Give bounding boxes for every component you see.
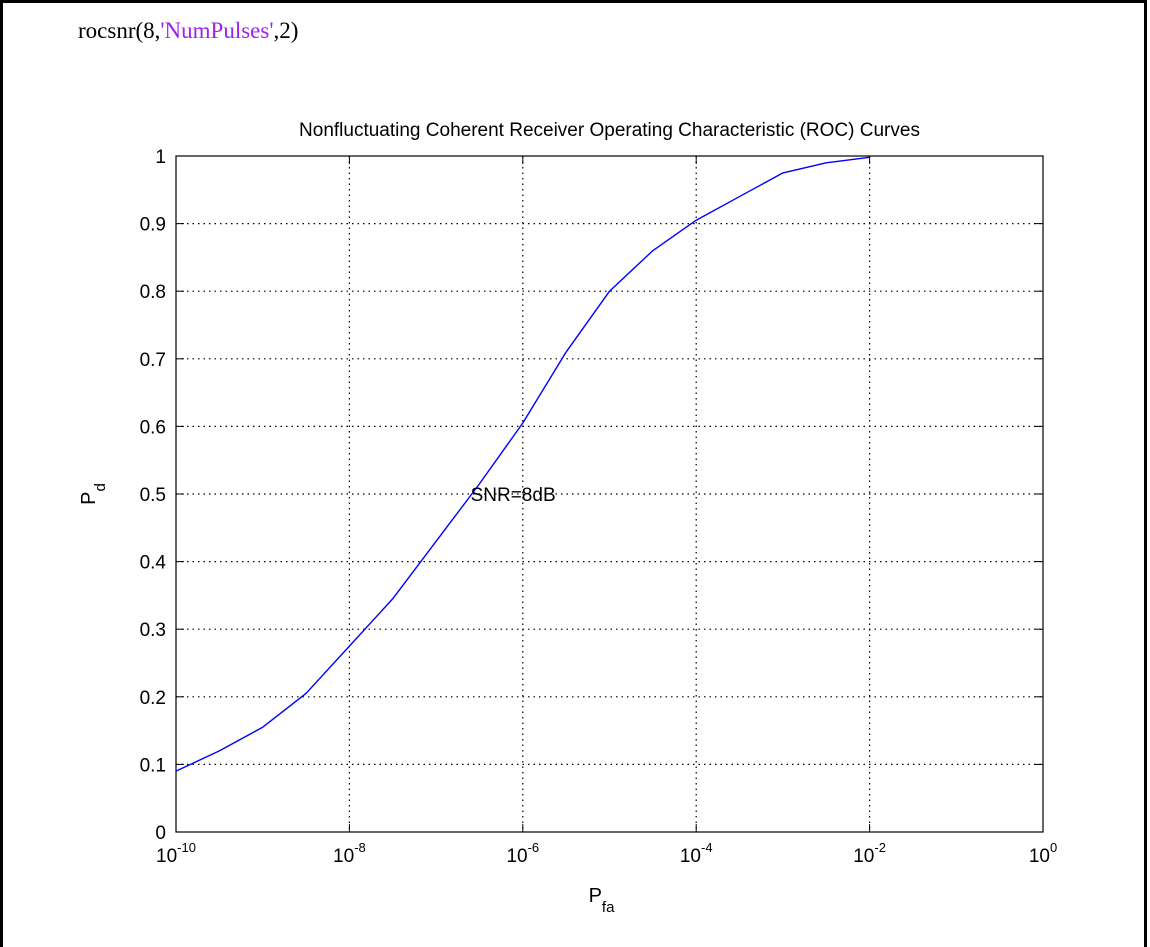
y-tick-label: 0.1 (140, 755, 166, 776)
y-tick-label: 0.2 (140, 688, 166, 709)
code-string-arg: 'NumPulses' (160, 18, 274, 43)
x-tick-label: 10-10 (156, 840, 196, 867)
code-command: rocsnr(8,'NumPulses',2) (78, 18, 298, 44)
y-tick-label: 0.3 (140, 620, 166, 641)
code-prefix: rocsnr(8, (78, 18, 161, 43)
y-tick-label: 0.4 (140, 553, 167, 574)
x-tick-label: 100 (1029, 840, 1057, 867)
y-tick-label: 0.7 (140, 350, 166, 371)
x-tick-label: 10-2 (853, 840, 886, 867)
x-axis-label: Pfa (589, 885, 616, 916)
chart-title: Nonfluctuating Coherent Receiver Operati… (299, 120, 920, 141)
y-tick-label: 0 (155, 823, 166, 844)
y-tick-label: 0.9 (140, 215, 166, 236)
y-axis-label: Pd (78, 483, 109, 505)
roc-curve-line (175, 156, 870, 772)
x-tick-label: 10-6 (506, 840, 539, 867)
snr-annotation: SNR=8dB (471, 485, 556, 506)
y-tick-label: 0.8 (140, 282, 166, 303)
code-suffix: ,2) (273, 18, 299, 43)
x-tick-label: 10-4 (680, 840, 713, 867)
plot-area (176, 156, 1043, 832)
y-tick-label: 0.6 (140, 417, 166, 438)
x-tick-label: 10-8 (333, 840, 366, 867)
y-tick-label: 1 (155, 147, 166, 168)
y-tick-label: 0.5 (140, 485, 166, 506)
